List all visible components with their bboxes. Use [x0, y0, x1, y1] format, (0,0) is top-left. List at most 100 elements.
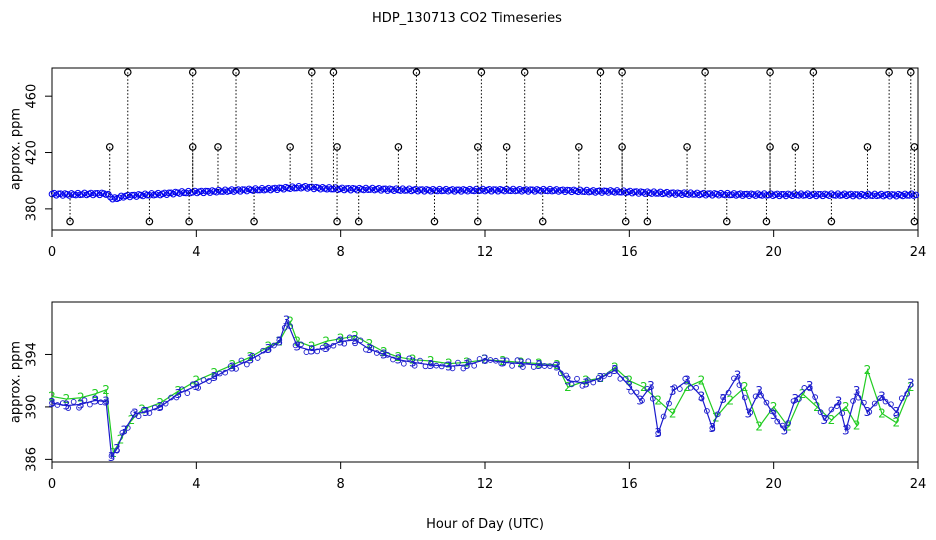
flagged-point	[618, 143, 626, 151]
trace-point	[191, 187, 199, 195]
flagged-point	[286, 143, 294, 151]
flagged-point	[123, 68, 132, 77]
flagged-point	[185, 217, 193, 226]
trace-point	[457, 188, 465, 195]
flagged-point	[145, 217, 154, 226]
x-tick-label: 4	[192, 477, 200, 492]
series-3-point: 3	[745, 406, 753, 420]
trace-point	[360, 186, 368, 194]
series-3-marker	[644, 385, 651, 392]
trace-point	[546, 185, 554, 193]
x-tick-label: 8	[337, 477, 345, 492]
flagged-point	[910, 217, 919, 226]
flagged-point	[502, 143, 511, 151]
series-3-marker	[806, 385, 813, 392]
series-3-marker	[823, 415, 829, 421]
series-2-point: 2	[286, 315, 294, 329]
trace-point	[87, 189, 95, 197]
flagged-point	[473, 143, 482, 151]
series-3-point: 3	[113, 442, 121, 456]
flagged-point	[250, 217, 258, 226]
flagged-point	[477, 68, 486, 77]
trace-point	[631, 188, 638, 196]
series-3-marker	[503, 357, 510, 364]
trace-point	[745, 192, 753, 200]
series-3-point: 3	[247, 353, 255, 367]
series-3-marker	[254, 355, 261, 361]
trace-point	[353, 186, 361, 194]
trace-point	[180, 189, 188, 197]
trace-point	[239, 186, 246, 193]
trace-point	[804, 190, 811, 198]
series-3-marker	[460, 365, 467, 372]
series-3-marker	[785, 420, 791, 426]
series-3-marker	[552, 361, 559, 368]
trace-point	[819, 192, 827, 200]
trace-point	[154, 189, 162, 197]
series-3-marker	[346, 334, 353, 341]
flagged-point	[722, 217, 731, 226]
series-3-marker	[714, 411, 721, 418]
x-tick-label: 20	[765, 477, 782, 492]
trace-point	[327, 185, 335, 193]
series-3-point: 3	[719, 392, 727, 406]
trace-point	[55, 190, 62, 198]
flagged-point	[575, 143, 583, 151]
trace-point	[851, 191, 859, 198]
series-3-marker	[281, 324, 288, 331]
trace-point	[633, 188, 640, 195]
trace-point	[542, 187, 549, 195]
series-3-marker	[216, 370, 223, 377]
series-3-point: 3	[864, 405, 872, 419]
series-3-marker	[49, 400, 55, 406]
series-3-marker	[482, 358, 488, 365]
flagged-point	[827, 217, 836, 226]
flagged-point	[473, 217, 482, 226]
series-3-marker	[725, 389, 732, 396]
trace-point	[600, 187, 608, 195]
series-3-point: 3	[211, 370, 219, 384]
series-3-marker	[303, 349, 310, 355]
y-tick-label: 460	[25, 84, 40, 109]
series-3-marker	[352, 340, 358, 347]
series-2-point: 2	[828, 413, 836, 427]
trace-point	[531, 188, 539, 195]
series-3-marker	[319, 344, 326, 351]
series-3-marker	[308, 345, 315, 351]
flagged-point	[333, 217, 341, 226]
series-2-point: 2	[582, 374, 590, 388]
trace-point	[596, 187, 604, 194]
series-3-marker	[492, 357, 499, 364]
series-3-marker	[433, 362, 440, 369]
y-tick-label: 394	[25, 342, 40, 367]
series-2-point: 2	[517, 355, 525, 369]
series-3-point: 3	[108, 450, 116, 464]
series-2-point: 2	[110, 446, 118, 460]
trace-point	[217, 188, 225, 195]
series-3-marker	[547, 363, 553, 369]
series-3-point: 3	[734, 368, 742, 382]
series-2-point: 2	[322, 334, 330, 348]
trace-point	[893, 192, 900, 200]
series-3-marker	[276, 337, 283, 343]
series-3-marker	[146, 410, 153, 416]
series-2-point: 2	[138, 403, 146, 417]
series-3-marker	[828, 406, 835, 413]
trace-point	[589, 187, 597, 194]
series-3-marker	[162, 400, 169, 407]
trace-point	[295, 183, 303, 190]
series-3-marker	[871, 400, 878, 407]
series-3-marker	[81, 397, 88, 404]
series-2-point: 2	[626, 374, 634, 388]
series-3-point: 3	[835, 395, 843, 409]
series-3-marker	[660, 413, 667, 420]
x-tick-label: 16	[621, 245, 638, 260]
series-3-marker	[168, 394, 174, 401]
series-3-marker	[400, 360, 407, 367]
series-3-marker	[287, 323, 294, 330]
trace-point	[730, 190, 738, 197]
series-2-point: 2	[48, 389, 56, 403]
figure-title: HDP_130713 CO2 Timeseries	[372, 11, 562, 26]
series-3-marker	[649, 395, 656, 402]
series-3-point: 3	[265, 342, 273, 356]
